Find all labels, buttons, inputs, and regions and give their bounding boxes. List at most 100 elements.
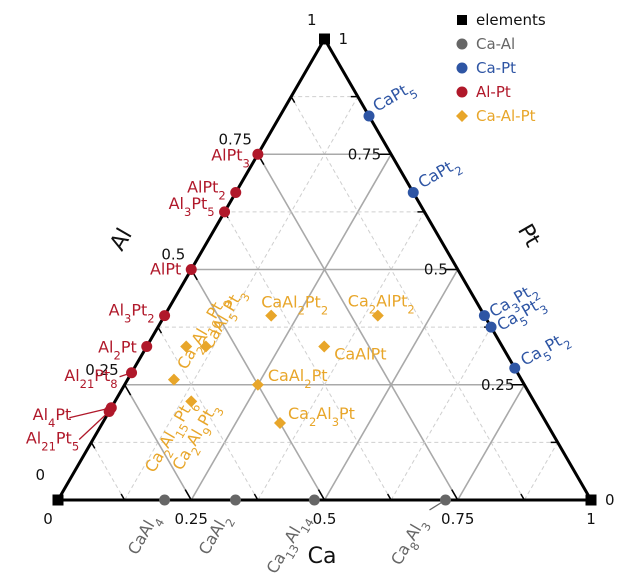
tick-label-pt: 0.25 <box>481 376 514 394</box>
label-ca13al14: Ca13Al14 <box>263 511 317 575</box>
point-alpt3 <box>252 148 264 160</box>
minor-grid-line <box>390 326 492 501</box>
label-al2pt: Al2Pt <box>98 337 137 362</box>
major-grid-line <box>457 384 526 501</box>
label-ca2alpt2: Ca2AlPt2 <box>348 292 415 317</box>
tick-label-pt: 1 <box>339 30 349 48</box>
tick-mark-bottom <box>520 493 526 501</box>
label-alpt: AlPt <box>150 260 181 279</box>
tick-marks <box>90 95 558 501</box>
tick-mark-bottom <box>120 493 126 501</box>
element-marker <box>319 33 330 45</box>
major-grid-line <box>123 384 192 501</box>
label-leader-line <box>78 411 110 440</box>
minor-grid-line <box>523 442 559 501</box>
minor-grid-line <box>290 96 525 501</box>
point-alpt2 <box>230 187 242 199</box>
element-marker <box>585 494 597 506</box>
label-leader-line <box>429 499 446 511</box>
data-points <box>52 33 597 506</box>
legend-label-ca-pt: Ca-Pt <box>476 59 516 77</box>
point-caal2pt2 <box>265 309 278 322</box>
tick-label-al: 0 <box>35 466 45 484</box>
tick-label-pt: 0.5 <box>424 261 448 279</box>
point-ca5pt2 <box>509 362 521 374</box>
legend-label-elements: elements <box>476 11 546 29</box>
point-al3pt2 <box>159 310 171 322</box>
legend-label-ca-al: Ca-Al <box>476 35 515 53</box>
point-ca2al16pt9 <box>180 340 193 353</box>
label-caalpt: CaAlPt <box>334 344 386 363</box>
point-ca3pt2 <box>478 310 490 322</box>
tick-label-ca: 0.75 <box>441 510 474 528</box>
major-grid-line <box>323 269 459 501</box>
label-al4pt: Al4Pt <box>33 405 72 430</box>
point-caal4 <box>159 494 171 506</box>
point-capt5 <box>363 110 375 122</box>
label-ca2al15pt6: Ca2Al15Pt6 <box>141 396 203 479</box>
minor-grid-line <box>90 442 126 501</box>
tick-label-al: 0.75 <box>218 130 251 148</box>
label-al3pt5: Al3Pt5 <box>169 194 215 219</box>
label-al21pt8: Al21Pt8 <box>64 366 117 391</box>
legend-marker-ca-pt <box>456 62 468 74</box>
point-ca13al14 <box>308 494 320 506</box>
label-alpt3: AlPt3 <box>211 145 250 170</box>
point-ca2al3pt <box>273 417 286 430</box>
label-capt2: CaPt2 <box>415 153 466 197</box>
label-ca8al3: Ca8Al3 <box>387 515 434 572</box>
point-ca2al9pt3 <box>185 395 198 408</box>
label-al21pt5: Al21Pt5 <box>26 428 79 453</box>
legend-marker-al-pt <box>456 86 468 98</box>
tick-mark-left <box>157 326 163 334</box>
legend-label-ca-al-pt: Ca-Al-Pt <box>476 107 536 125</box>
label-capt5: CaPt5 <box>370 77 421 121</box>
element-marker <box>52 494 64 506</box>
label-al3pt2: Al3Pt2 <box>109 301 155 326</box>
legend-marker-ca-al-pt <box>456 110 468 122</box>
legend-marker-ca-al <box>456 38 468 50</box>
axis-title-al: Al <box>105 224 137 255</box>
tick-mark-bottom <box>386 493 392 501</box>
tick-label-ca: 0.25 <box>175 510 208 528</box>
point-al3pt5 <box>219 206 231 218</box>
tick-mark-left <box>90 441 96 449</box>
tick-label-ca: 1 <box>586 510 596 528</box>
label-ca2al3pt: Ca2Al3Pt <box>288 404 355 429</box>
grid <box>90 96 559 501</box>
tick-label-pt: 0 <box>605 491 615 509</box>
legend-label-al-pt: Al-Pt <box>476 83 511 101</box>
tick-label-al: 0.5 <box>161 246 185 264</box>
label-ca5pt2: Ca5Pt2 <box>517 327 574 374</box>
tick-label-ca: 0 <box>43 510 53 528</box>
point-ca5pt3 <box>485 321 497 333</box>
label-leader-line <box>119 372 132 378</box>
tick-label-ca: 0.5 <box>313 510 337 528</box>
point-al2pt <box>141 340 153 352</box>
label-alpt2: AlPt2 <box>187 178 226 203</box>
point-caal2 <box>229 494 241 506</box>
legend-marker-elements <box>457 15 467 25</box>
point-capt2 <box>407 187 419 199</box>
point-caal5pt3 <box>199 340 212 353</box>
tick-label-al: 1 <box>307 11 317 29</box>
tick-mark-bottom <box>253 493 259 501</box>
label-caal4: CaAl4 <box>124 511 168 561</box>
tick-mark-left <box>123 384 132 396</box>
point-caal2pt <box>251 378 264 391</box>
tick-mark-bottom <box>451 489 459 501</box>
label-caal2pt2: CaAl2Pt2 <box>261 293 328 318</box>
minor-grid-line <box>124 96 359 501</box>
label-caal2pt: CaAl2Pt <box>268 366 328 391</box>
tick-mark-bottom <box>184 489 192 501</box>
point-ca2al15pt6 <box>167 373 180 386</box>
tick-label-pt: 0.75 <box>348 145 381 163</box>
minor-grid-line <box>157 326 259 501</box>
tick-mark-bottom <box>317 489 326 501</box>
legend: elements Ca-Al Ca-Pt Al-Pt Ca-Al-Pt <box>456 11 546 125</box>
label-leader-line <box>69 407 112 419</box>
axis-title-pt: Pt <box>512 220 545 252</box>
point-alpt <box>185 264 197 275</box>
